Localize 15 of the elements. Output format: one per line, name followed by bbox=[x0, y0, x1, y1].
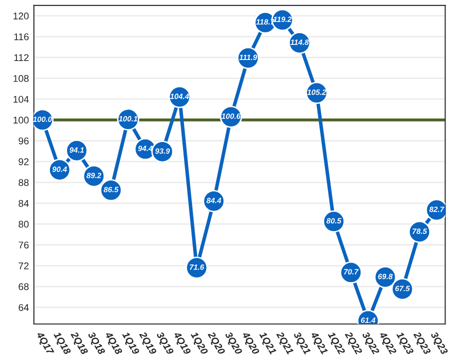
y-tick-label: 112 bbox=[14, 54, 29, 61]
y-tick-label: 96 bbox=[18, 137, 29, 144]
y-tick-label: 108 bbox=[14, 75, 29, 82]
y-tick-label: 92 bbox=[18, 158, 29, 166]
y-tick-label: 84 bbox=[18, 200, 29, 207]
y-tick-label: 64 bbox=[18, 304, 29, 311]
y-tick-label: 120 bbox=[14, 12, 29, 20]
y-tick-label: 72 bbox=[18, 262, 29, 270]
y-tick-label: 100 bbox=[14, 116, 29, 124]
y-tick-label: 104 bbox=[14, 96, 29, 103]
y-tick-label: 68 bbox=[18, 283, 29, 290]
y-tick-label: 88 bbox=[18, 179, 29, 186]
y-tick-label: 116 bbox=[14, 33, 29, 40]
y-tick-label: 80 bbox=[18, 220, 29, 228]
y-tick-label: 76 bbox=[18, 242, 29, 248]
